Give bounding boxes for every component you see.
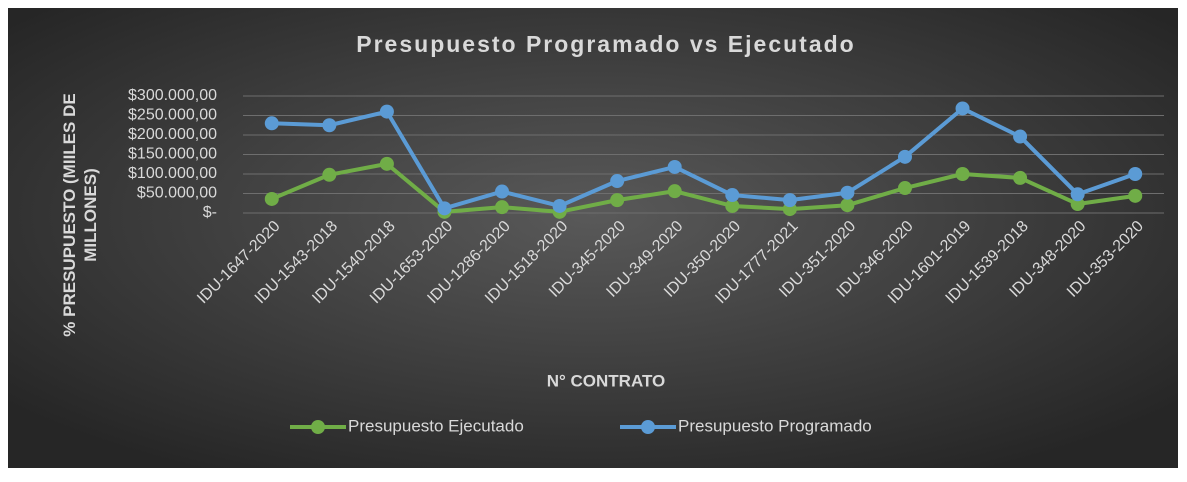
point: [1128, 188, 1143, 203]
point: [495, 184, 510, 199]
point: [379, 104, 394, 119]
point: [897, 181, 912, 196]
point: [1070, 197, 1085, 212]
point: [840, 198, 855, 213]
y-tick-label: $300.000,00: [128, 87, 217, 104]
point: [955, 167, 970, 181]
y-tick-label: $250.000,00: [128, 107, 217, 124]
point: [552, 198, 567, 213]
point: [322, 167, 337, 182]
x-axis-title: N° CONTRATO: [547, 371, 666, 390]
y-tick-label: $-: [203, 204, 217, 221]
point: [379, 156, 394, 171]
y-axis-title: % PRESUPUESTO (MIILES DE MILLONES): [60, 93, 100, 337]
point: [264, 191, 279, 206]
point: [840, 185, 855, 200]
y-tick-label: $150.000,00: [128, 146, 217, 163]
point: [495, 200, 510, 215]
chart-title: Presupuesto Programado vs Ejecutado: [356, 31, 855, 57]
point: [1013, 129, 1028, 144]
point: [725, 188, 740, 203]
y-tick-label: $50.000,00: [137, 185, 217, 202]
series-line: [271, 161, 1136, 214]
point: [610, 174, 625, 189]
point: [725, 198, 740, 213]
series-line: [271, 106, 1136, 211]
legend-marker: [311, 420, 325, 434]
y-tick-label: $200.000,00: [128, 126, 217, 143]
chart-background: [8, 8, 1178, 468]
y-tick-label: $100.000,00: [128, 165, 217, 182]
point: [437, 201, 452, 216]
legend-marker: [641, 420, 655, 434]
point: [955, 101, 970, 116]
point: [897, 149, 912, 164]
point: [667, 184, 682, 199]
point: [1070, 187, 1085, 202]
point: [1013, 170, 1028, 185]
point: [782, 193, 797, 208]
point: [1128, 167, 1143, 181]
legend-label: Presupuesto Programado: [678, 416, 872, 435]
legend-label: Presupuesto Ejecutado: [348, 416, 524, 435]
point: [264, 116, 279, 131]
point: [610, 193, 625, 208]
point: [667, 159, 682, 174]
point: [322, 118, 337, 133]
